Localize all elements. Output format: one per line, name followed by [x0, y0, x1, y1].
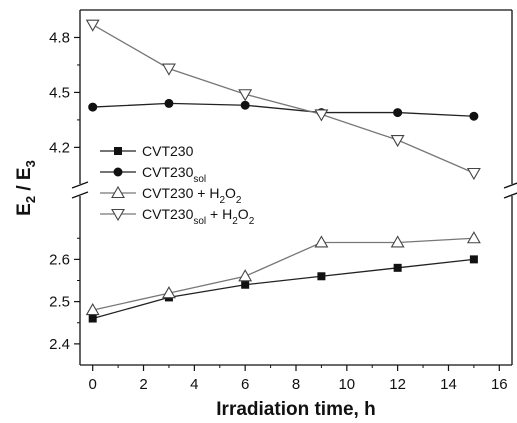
data-point-cvt230sol	[393, 108, 403, 118]
axis-break-right-1	[503, 182, 517, 189]
legend-marker-cvt230h2o2	[111, 185, 125, 199]
data-point-cvt230h2o2	[238, 269, 253, 282]
data-point-cvt230solh2o2	[161, 63, 176, 76]
data-point-cvt230solh2o2	[85, 19, 100, 32]
x-tick-label: 12	[389, 376, 406, 393]
series-line-cvt230	[92, 258, 474, 320]
data-point-cvt230h2o2	[314, 235, 329, 248]
y-axis-ticks: 4.2 4.5 4.8 2.4 2.5 2.6	[49, 29, 80, 353]
series-line-cvt230sol	[92, 102, 474, 117]
data-point-cvt230sol	[469, 111, 479, 121]
series-line-cvt230h2o2	[92, 237, 474, 311]
legend-label-cvt230solh2o2: CVT230sol + H2O2	[142, 206, 255, 227]
legend-label-cvt230h2o2: CVT230 + H2O2	[142, 185, 242, 206]
data-point-cvt230	[469, 255, 478, 264]
data-point-cvt230	[88, 314, 97, 323]
data-point-cvt230solh2o2	[314, 109, 329, 122]
y-tick-label: 4.8	[49, 29, 70, 46]
x-tick-label: 8	[292, 376, 300, 393]
legend-marker-cvt230solh2o2	[111, 208, 125, 222]
legend-marker-cvt230	[114, 147, 122, 155]
data-point-cvt230sol	[240, 100, 250, 110]
y-tick-label: 2.5	[49, 294, 70, 311]
data-point-cvt230h2o2	[161, 286, 176, 299]
series-lines	[92, 24, 475, 320]
axis-break-left-2	[71, 191, 89, 199]
series-line-cvt230solh2o2	[92, 24, 475, 174]
data-point-cvt230	[317, 272, 326, 281]
data-point-cvt230h2o2	[466, 231, 481, 244]
x-tick-label: 4	[190, 376, 198, 393]
x-tick-label: 2	[139, 376, 147, 393]
data-point-cvt230	[241, 280, 250, 289]
x-axis-title: Irradiation time, h	[216, 399, 375, 420]
x-tick-label: 16	[491, 376, 508, 393]
axis-break-right-2	[503, 192, 517, 199]
y-tick-label: 4.5	[49, 84, 70, 101]
x-tick-label: 10	[338, 376, 355, 393]
y-axis-title: E2 / E3	[14, 160, 38, 216]
y-tick-label: 4.2	[49, 139, 70, 156]
axis-break-left-1	[71, 181, 89, 189]
data-point-cvt230h2o2	[390, 235, 405, 248]
data-point-cvt230sol	[164, 98, 174, 108]
data-point-cvt230h2o2	[85, 302, 100, 316]
data-point-cvt230solh2o2	[238, 89, 253, 102]
legend-marker-cvt230sol	[113, 167, 123, 177]
data-point-cvt230solh2o2	[466, 167, 481, 181]
data-point-cvt230solh2o2	[390, 134, 405, 148]
legend-label-cvt230sol: CVT230sol	[142, 164, 206, 185]
x-tick-label: 14	[440, 376, 457, 393]
plot-frame	[71, 9, 517, 366]
x-tick-label: 6	[241, 376, 249, 393]
data-point-cvt230sol	[88, 102, 98, 112]
series-markers	[85, 19, 481, 323]
x-axis-ticks: 0 2 4 6 8 10 12 14 16	[89, 365, 508, 393]
legend-label-cvt230: CVT230	[142, 143, 194, 159]
y-tick-label: 2.4	[49, 336, 70, 353]
x-tick-label: 0	[89, 376, 97, 393]
y-tick-label: 2.6	[49, 251, 70, 268]
data-point-cvt230	[393, 263, 402, 272]
